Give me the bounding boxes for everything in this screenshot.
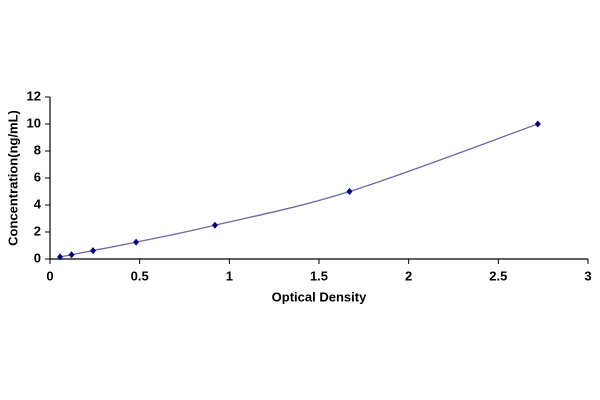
y-tick-label: 0 xyxy=(34,250,41,265)
y-axis-label: Concentration(ng/mL) xyxy=(5,110,20,246)
x-tick-label: 3 xyxy=(584,268,591,283)
y-tick-label: 4 xyxy=(34,196,42,211)
data-point xyxy=(57,253,64,261)
x-axis-label: Optical Density xyxy=(272,289,367,304)
y-tick-label: 10 xyxy=(27,115,41,130)
data-point xyxy=(346,188,353,195)
x-tick-label: 1.5 xyxy=(310,268,328,283)
x-tick-label: 0.5 xyxy=(131,268,149,283)
x-tick-label: 2 xyxy=(405,268,412,283)
data-point xyxy=(68,251,75,259)
x-tick-label: 0 xyxy=(46,268,53,283)
y-tick-label: 2 xyxy=(34,223,41,238)
fit-line xyxy=(59,123,539,258)
y-tick-label: 6 xyxy=(34,169,41,184)
data-point xyxy=(211,221,218,229)
data-point xyxy=(90,247,97,255)
x-tick-label: 2.5 xyxy=(489,268,507,283)
data-point xyxy=(534,120,541,128)
data-point xyxy=(133,238,140,246)
x-tick-label: 1 xyxy=(226,268,233,283)
y-tick-label: 8 xyxy=(34,142,41,157)
y-tick-label: 12 xyxy=(27,88,41,103)
